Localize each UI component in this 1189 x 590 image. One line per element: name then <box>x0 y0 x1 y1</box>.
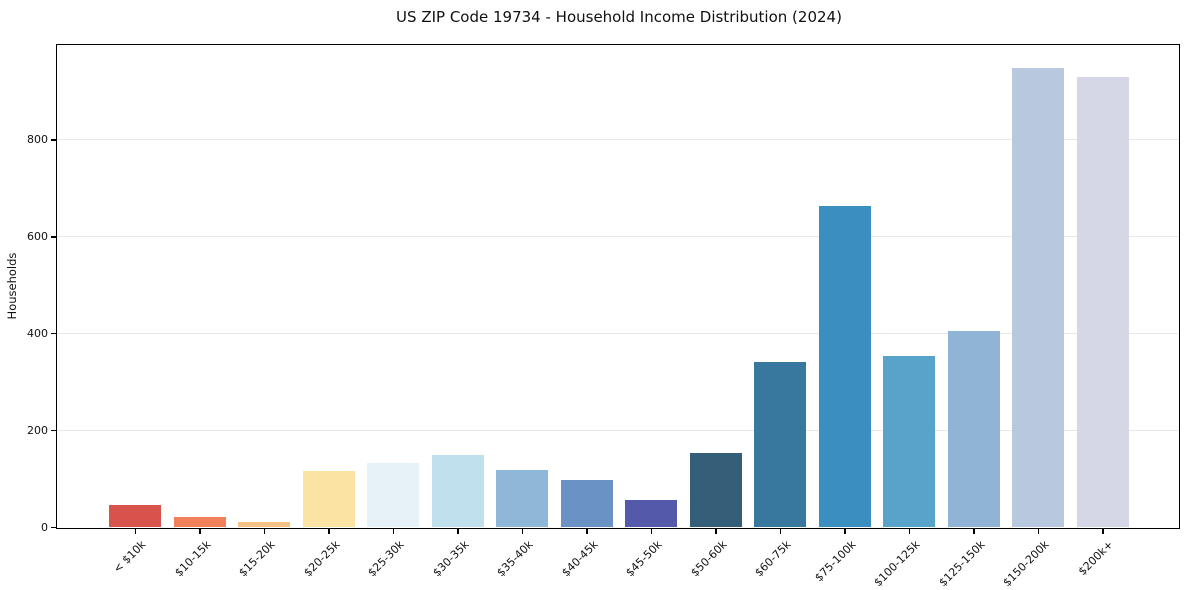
x-tick-label-$25-30k: $25-30k <box>365 538 407 580</box>
bar-$45-50k <box>625 500 677 527</box>
x-tick-$40-45k <box>586 529 588 534</box>
y-tick-800 <box>51 139 56 141</box>
x-tick-label-$60-75k: $60-75k <box>752 538 794 580</box>
y-tick-label-800: 800 <box>27 132 48 146</box>
x-tick-label-< $10k: < $10k <box>111 538 149 576</box>
x-tick-label-$10-15k: $10-15k <box>171 538 214 580</box>
x-tick-$200k+ <box>1102 529 1104 534</box>
y-gridline-600 <box>57 236 1178 238</box>
bar-$40-45k <box>560 480 613 527</box>
bar-$150-200k <box>1012 67 1064 527</box>
plot-area <box>56 44 1180 529</box>
x-tick-label-$75-100k: $75-100k <box>811 538 859 585</box>
x-tick-$50-60k <box>715 529 717 534</box>
x-tick-$100-125k <box>908 529 911 534</box>
bar-$35-40k <box>496 470 548 527</box>
x-tick-label-$35-40k: $35-40k <box>494 538 536 580</box>
x-tick-$75-100k <box>844 529 846 534</box>
bar-$75-100k <box>818 205 871 527</box>
y-tick-label-0: 0 <box>41 520 48 534</box>
x-tick-$30-35k <box>457 529 459 534</box>
bar-$20-25k <box>302 471 355 527</box>
x-tick-$15-20k <box>263 529 266 534</box>
bar-$15-20k <box>238 522 290 527</box>
y-tick-0 <box>51 526 56 529</box>
x-tick-$60-75k <box>779 529 782 534</box>
bar-$25-30k <box>367 462 419 527</box>
x-tick-$25-30k <box>392 529 395 534</box>
x-tick-label-$30-35k: $30-35k <box>429 538 472 580</box>
y-tick-label-400: 400 <box>27 326 48 340</box>
x-tick-label-$20-25k: $20-25k <box>300 538 343 580</box>
x-tick-label-$150-200k: $150-200k <box>1000 538 1052 590</box>
x-tick-label-$40-45k: $40-45k <box>558 538 601 580</box>
x-tick-label-$125-150k: $125-150k <box>936 538 988 590</box>
x-tick-label-$50-60k: $50-60k <box>687 538 730 580</box>
x-tick-$20-25k <box>328 529 330 534</box>
x-tick-$45-50k <box>650 529 653 534</box>
bar-$200k+ <box>1076 77 1129 527</box>
y-tick-200 <box>51 429 56 432</box>
bar-< $10k <box>109 505 161 527</box>
y-gridline-400 <box>57 333 1178 335</box>
y-tick-600 <box>51 236 56 238</box>
x-tick-$10-15k <box>199 529 201 534</box>
bar-$10-15k <box>173 517 226 527</box>
x-tick-$125-150k <box>973 529 975 534</box>
bar-$50-60k <box>689 452 742 527</box>
x-tick-< $10k <box>134 529 137 534</box>
x-tick-$150-200k <box>1037 529 1040 534</box>
y-tick-400 <box>51 332 56 335</box>
bar-$100-125k <box>883 355 935 527</box>
y-tick-label-600: 600 <box>27 229 48 243</box>
y-gridline-800 <box>57 139 1178 141</box>
chart-title: US ZIP Code 19734 - Household Income Dis… <box>396 8 842 26</box>
x-tick-$35-40k <box>521 529 524 534</box>
y-axis-label: Households <box>5 252 19 320</box>
x-tick-label-$45-50k: $45-50k <box>623 538 665 580</box>
x-tick-label-$200k+: $200k+ <box>1076 538 1117 579</box>
y-gridline-200 <box>57 430 1178 432</box>
y-tick-label-200: 200 <box>27 423 48 437</box>
bar-$125-150k <box>947 331 1000 527</box>
x-tick-label-$100-125k: $100-125k <box>871 538 923 590</box>
bar-$60-75k <box>754 362 806 527</box>
x-tick-label-$15-20k: $15-20k <box>236 538 278 580</box>
bar-$30-35k <box>431 455 484 527</box>
